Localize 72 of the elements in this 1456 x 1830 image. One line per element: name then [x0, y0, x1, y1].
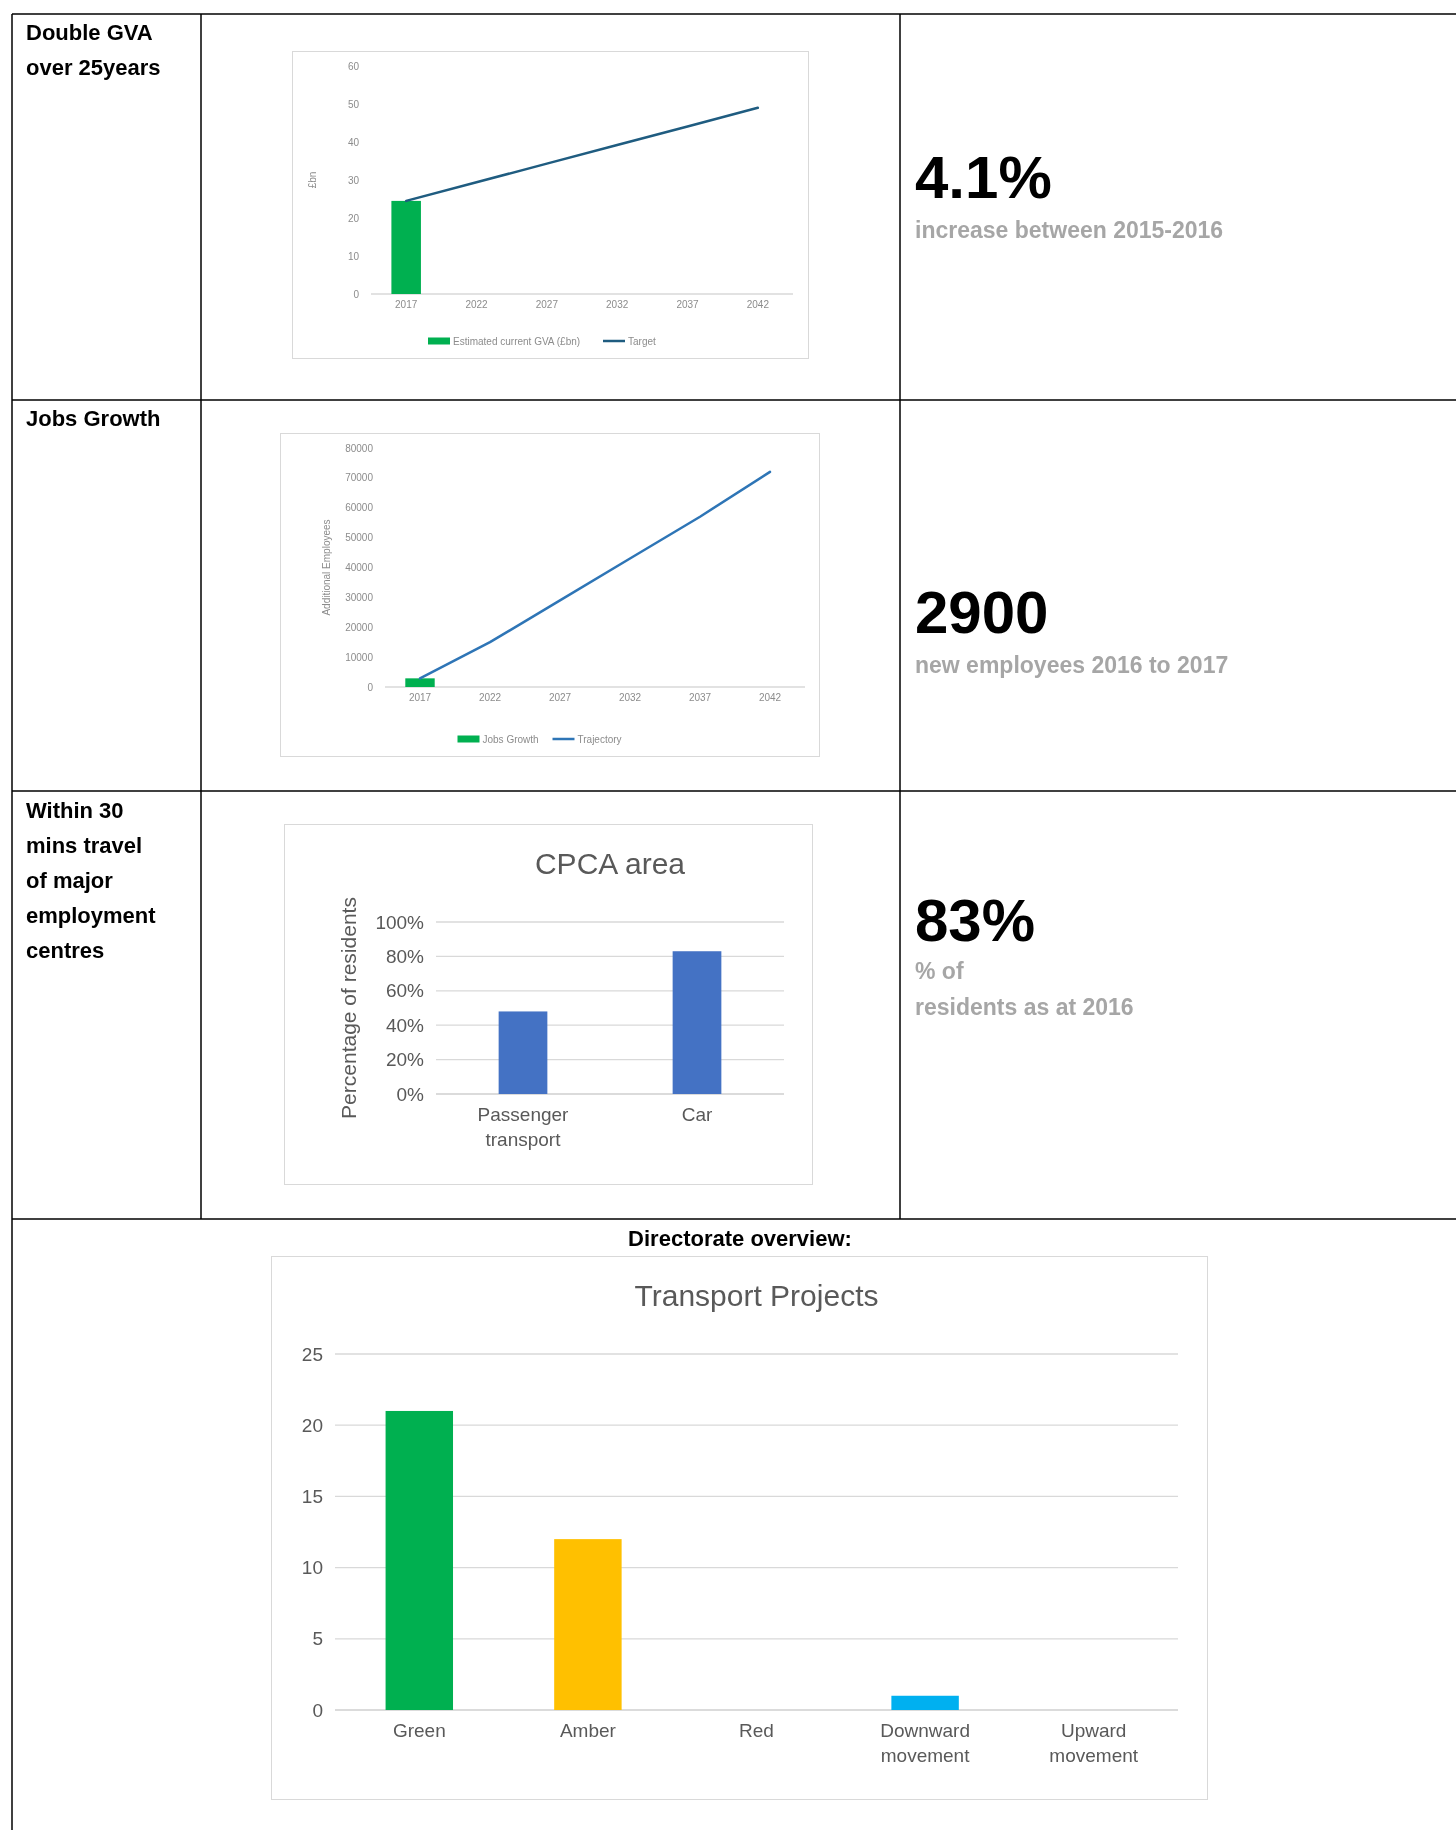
text: % of: [915, 958, 964, 984]
y-tick-label: 20%: [385, 1049, 425, 1071]
bar: [891, 1695, 959, 1710]
y-tick-label: 0: [312, 1699, 323, 1721]
text: 4.1%: [915, 144, 1052, 211]
y-tick-label: 20: [301, 1414, 323, 1436]
y-axis-title: Additional Employees: [321, 519, 332, 616]
x-tick-label: Upward movement: [1049, 1719, 1139, 1767]
text: Directorate overview:: [628, 1226, 852, 1251]
y-tick-label: 50: [347, 98, 360, 110]
x-tick-label: 2032: [606, 299, 629, 310]
x-tick-label: Red: [739, 1719, 774, 1741]
y-tick-label: 20: [347, 212, 360, 224]
y-tick-label: 25: [301, 1343, 323, 1365]
y-tick-label: 70000: [345, 472, 374, 484]
line-series: [404, 106, 760, 203]
x-tick-label: Downward movement: [880, 1719, 971, 1767]
y-tick-label: 30: [347, 174, 360, 186]
legend-label: Jobs Growth: [482, 733, 539, 745]
y-tick-label: 0: [367, 681, 374, 693]
text: Jobs Growth: [26, 406, 161, 431]
bar: [385, 1410, 454, 1710]
y-tick-label: 30000: [345, 591, 374, 603]
x-tick-label: 2032: [618, 692, 642, 703]
y-tick-label: 0: [353, 288, 360, 300]
text: 83%: [915, 887, 1036, 954]
y-tick-label: 20000: [345, 621, 374, 633]
x-tick-label: 2037: [688, 692, 712, 703]
text: increase between 2015-2016: [915, 217, 1224, 243]
y-tick-label: 10: [301, 1557, 323, 1579]
y-axis-title: £bn: [307, 171, 318, 189]
y-tick-label: 80%: [385, 946, 425, 968]
y-tick-label: 10: [347, 250, 360, 262]
legend-label: Estimated current GVA (£bn): [453, 335, 581, 347]
x-tick-label: 2037: [676, 299, 700, 310]
text: Double GVA over 25years: [26, 20, 161, 80]
text: residents as at 2016: [915, 994, 1134, 1020]
x-tick-label: Amber: [559, 1719, 617, 1741]
legend-label: Trajectory: [577, 733, 622, 745]
x-tick-label: Passenger transport: [477, 1103, 570, 1151]
x-tick-label: 2017: [408, 692, 432, 703]
text: new employees 2016 to 2017: [915, 652, 1229, 678]
y-tick-label: 100%: [375, 911, 425, 933]
y-tick-label: 5: [312, 1628, 323, 1650]
x-tick-label: 2027: [548, 692, 572, 703]
y-tick-label: 40000: [345, 562, 374, 573]
x-tick-label: Green: [392, 1719, 446, 1741]
legend-label: Target: [628, 335, 657, 347]
x-tick-label: 2022: [465, 299, 489, 310]
y-tick-label: 60000: [345, 502, 374, 514]
y-tick-label: 15: [301, 1486, 323, 1508]
x-tick-label: 2042: [758, 692, 782, 703]
line-series: [418, 470, 772, 680]
text: Within 30 mins travel of major employment centres: [26, 798, 157, 963]
text: 2900: [915, 579, 1049, 646]
chart-title: CPCA area: [534, 847, 686, 880]
bar: [554, 1539, 622, 1710]
y-axis-title: Percentage of residents: [337, 897, 360, 1119]
y-tick-label: 10000: [345, 651, 374, 663]
y-tick-label: 40: [347, 136, 360, 148]
y-tick-label: 80000: [345, 442, 374, 454]
x-tick-label: 2022: [478, 692, 502, 703]
y-tick-label: 40%: [385, 1014, 425, 1036]
chart-title: Transport Projects: [634, 1279, 879, 1312]
x-tick-label: 2042: [746, 299, 770, 310]
x-tick-label: Car: [681, 1103, 713, 1125]
y-tick-label: 60: [347, 60, 360, 72]
y-tick-label: 0%: [396, 1083, 425, 1105]
y-tick-label: 50000: [345, 532, 374, 544]
x-tick-label: 2017: [395, 299, 418, 310]
y-tick-label: 60%: [385, 980, 425, 1002]
x-tick-label: 2027: [535, 299, 559, 310]
